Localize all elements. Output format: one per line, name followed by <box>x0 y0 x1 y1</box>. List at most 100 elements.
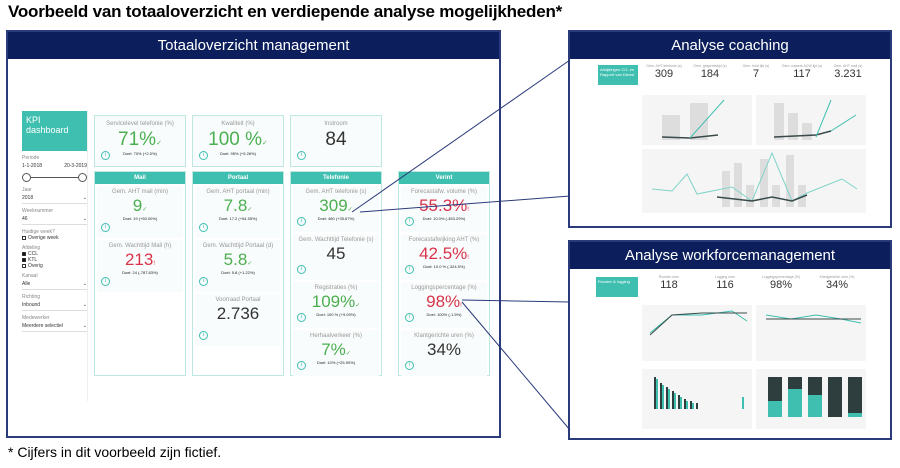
chevron-down-icon: ⌄ <box>82 281 87 287</box>
direction-dropdown[interactable]: Inbound ⌄ <box>22 300 87 311</box>
info-icon[interactable]: i <box>405 361 414 370</box>
dept-checkbox-overig[interactable]: Overig <box>22 263 87 269</box>
column-portaal: Portaal Gem. AHT portaal (min) 7.8✓ Doel: … <box>192 171 284 376</box>
info-icon[interactable]: i <box>405 217 414 226</box>
employee-dropdown[interactable]: Meerdere selectiel ⌄ <box>22 321 87 332</box>
kpi-cell: Registraties (%) 109%✓ Doel: 100 % (+9.09%… <box>293 282 379 328</box>
kpi-target: Doel: 70% (+2.0%) <box>123 151 157 156</box>
chart-gemiddelde-aht <box>642 95 752 145</box>
coaching-analysis-panel: Analyse coaching Afwijkingen CO- en Rapp… <box>568 30 892 228</box>
kpi-cell: Gem. Wachttijd Telefonie (s) 45 i <box>293 234 379 280</box>
info-icon[interactable]: i <box>405 265 414 274</box>
wfm-logo: Rooster & logging <box>596 277 638 297</box>
column-verint: Verint Forecastafw. volume (%) 55.3%! Doel… <box>398 171 490 376</box>
kpi-card-kwaliteit: Kwaliteit (%) 100 %✓ Doel: 95% (+5.26%) … <box>192 115 284 167</box>
dept-label: Afdeling <box>22 245 41 251</box>
info-icon[interactable]: i <box>199 277 208 286</box>
coaching-logo: Afwijkingen CO- en Rapport van Dienst <box>598 65 638 85</box>
year-dropdown[interactable]: 2018 ⌄ <box>22 193 87 204</box>
kpi-cell: Gem. AHT telefonie (s) 309✓ Doel: 480 (+35… <box>293 186 379 232</box>
week-dropdown[interactable]: 46 ⌄ <box>22 214 87 225</box>
slider-handle-start[interactable] <box>22 173 31 182</box>
column-header: Telefonie <box>291 172 381 184</box>
panel-title: Analyse coaching <box>570 32 890 59</box>
current-week-checkbox[interactable]: Overige week <box>22 235 87 241</box>
column-telefonie: Telefonie Gem. AHT telefonie (s) 309✓ Doel… <box>290 171 382 376</box>
year-value: 2018 <box>22 195 34 201</box>
info-icon[interactable]: i <box>199 151 208 160</box>
info-icon[interactable]: i <box>297 361 306 370</box>
column-header: Portaal <box>193 172 283 184</box>
employee-value: Meerdere selectiel <box>22 323 63 329</box>
footnote: * Cijfers in dit voorbeeld zijn fictief. <box>8 444 222 460</box>
info-icon[interactable]: i <box>297 217 306 226</box>
kpi-value: 71%✓ <box>118 129 162 150</box>
channel-label: Kanaal <box>22 273 38 279</box>
slider-handle-end[interactable] <box>78 173 87 182</box>
kpi-cell: Gem. Wachttijd Mail (h) 213! Doel: 24 (-78… <box>97 240 183 292</box>
coaching-dashboard-thumbnail[interactable]: Afwijkingen CO- en Rapport van Dienst Ge… <box>570 59 890 225</box>
chevron-down-icon: ⌄ <box>82 302 87 308</box>
direction-value: Inbound <box>22 302 41 308</box>
info-icon[interactable]: i <box>297 265 306 274</box>
info-icon[interactable]: i <box>199 223 208 232</box>
chart-aht-over-dag <box>642 149 866 213</box>
column-mail: Mail Gem. AHT mail (min) 9✓ Doel: 19 (+50.… <box>94 171 186 376</box>
kpi-cell: Gem. AHT portaal (min) 7.8✓ Doel: 17.2 (+5… <box>195 186 281 238</box>
chevron-down-icon: ⌄ <box>82 216 87 222</box>
kpi-value: 84 <box>325 129 347 150</box>
chart-aht-per-dag <box>756 95 866 145</box>
management-overview-panel: Totaaloverzicht management KPI dashboard… <box>6 30 501 438</box>
kpi-card-instroom: Instroom 84 i <box>290 115 382 167</box>
period-label: Periode <box>22 155 40 161</box>
panel-title: Totaaloverzicht management <box>8 32 499 59</box>
column-header: Mail <box>95 172 185 184</box>
kpi-label: Instroom <box>324 121 348 127</box>
kpi-cell: Forecastafwijking AHT (%) 42.5%! Doel: 10.… <box>401 234 487 280</box>
wfm-dashboard-thumbnail[interactable]: Rooster & logging Rooster uren 118 Loggin… <box>570 269 890 437</box>
panel-title: Analyse workforcemanagement <box>570 242 890 269</box>
chevron-down-icon: ⌄ <box>82 195 87 201</box>
date-to[interactable]: 20-3-2019 <box>64 163 87 169</box>
chart-loggingspercentage <box>756 305 866 361</box>
chevron-down-icon: ⌄ <box>82 323 87 329</box>
kpi-cell: Herhaalverkeer (%) 7%✓ Doel: 10% (+25.90%)… <box>293 330 379 376</box>
employee-label: Medewerker <box>22 315 50 321</box>
info-icon[interactable]: i <box>101 277 110 286</box>
filter-sidebar: KPI dashboard Periode 1-1-2018 20-3-2019 … <box>22 111 88 401</box>
current-week-label: Huidige week? <box>22 229 55 235</box>
chart-rooster-vs-gelogd <box>642 305 752 361</box>
chart-klantgerichte-uren <box>756 369 866 429</box>
kpi-cell: Forecastafw. volume (%) 55.3%! Doel: 10.0%… <box>401 186 487 232</box>
date-from[interactable]: 1-1-2018 <box>22 163 43 169</box>
info-icon[interactable]: i <box>101 151 110 160</box>
info-icon[interactable]: i <box>199 331 208 340</box>
kpi-value: 100 %✓ <box>208 129 268 150</box>
kpi-card-servicelevel: Servicelevel telefonie (%) 71%✓ Doel: 70… <box>94 115 186 167</box>
kpi-target: Doel: 95% (+5.26%) <box>220 151 256 156</box>
info-icon[interactable]: i <box>297 151 306 160</box>
checkbox-label: Overig <box>28 263 43 269</box>
info-icon[interactable]: i <box>101 223 110 232</box>
kpi-dashboard-logo: KPI dashboard <box>22 111 87 151</box>
column-header: Verint <box>399 172 489 184</box>
channel-value: Alle <box>22 281 31 287</box>
week-label: Weeknummer <box>22 208 54 214</box>
dept-checkbox-ktl[interactable]: KTL <box>22 257 87 263</box>
period-slider[interactable] <box>22 173 87 183</box>
week-value: 46 <box>22 216 28 222</box>
kpi-cell: Klantgerichte uren (%) 34% i <box>401 330 487 376</box>
kpi-label: Kwaliteit (%) <box>221 121 255 127</box>
channel-dropdown[interactable]: Alle ⌄ <box>22 279 87 290</box>
info-icon[interactable]: i <box>297 313 306 322</box>
kpi-cell: Voorraad Portaal 2.736 i <box>195 294 281 346</box>
kpi-cell: Gem. AHT mail (min) 9✓ Doel: 19 (+50.00%) i <box>97 186 183 238</box>
workforce-analysis-panel: Analyse workforcemanagement Rooster & lo… <box>568 240 892 440</box>
kpi-cell: Loggingspercentage (%) 98%! Doel: 100% (-1… <box>401 282 487 328</box>
dept-checkbox-ccl[interactable]: CCL <box>22 251 87 257</box>
chart-uren-per-activiteit <box>642 369 752 429</box>
checkbox-label: KTL <box>28 257 38 263</box>
checkbox-label: CCL <box>28 251 39 257</box>
direction-label: Richting <box>22 294 41 300</box>
info-icon[interactable]: i <box>405 313 414 322</box>
